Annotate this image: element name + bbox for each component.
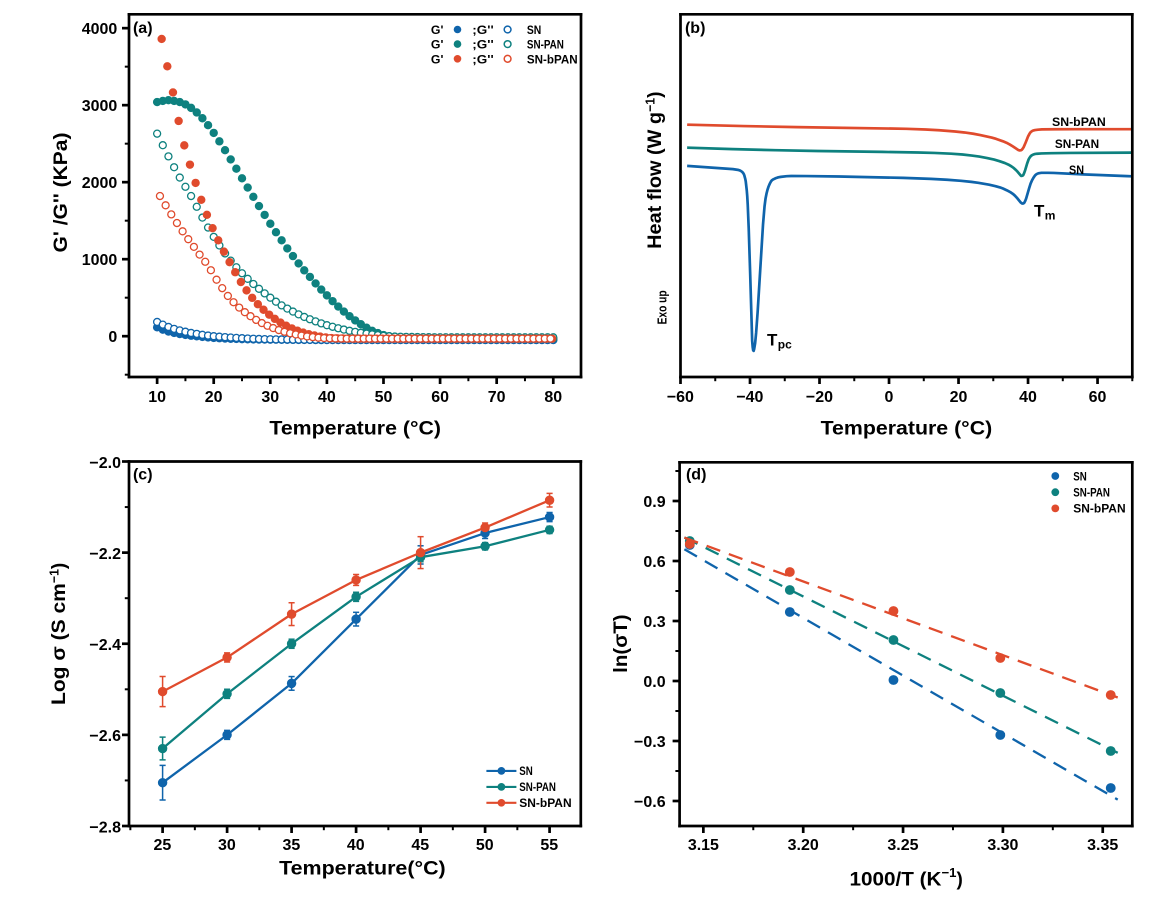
- svg-text:G': G': [431, 38, 444, 52]
- svg-text:0.9: 0.9: [643, 494, 665, 511]
- svg-text:G' /G'' (KPa): G' /G'' (KPa): [51, 133, 72, 253]
- svg-text:SN-PAN: SN-PAN: [527, 38, 564, 52]
- svg-text:10: 10: [148, 389, 166, 406]
- svg-text:0: 0: [108, 329, 117, 346]
- svg-text:−2.2: −2.2: [89, 546, 121, 563]
- svg-text:50: 50: [476, 837, 494, 854]
- svg-text:SN-bPAN: SN-bPAN: [527, 52, 578, 66]
- svg-text:40: 40: [347, 837, 365, 854]
- svg-text:−40: −40: [736, 389, 763, 406]
- svg-text:40: 40: [1019, 389, 1037, 406]
- svg-text:Heat flow (W g−1): Heat flow (W g−1): [643, 92, 667, 249]
- svg-text:G': G': [431, 52, 444, 66]
- svg-text:SN-PAN: SN-PAN: [1055, 137, 1099, 151]
- svg-text:−0.3: −0.3: [634, 734, 666, 751]
- svg-text:4000: 4000: [82, 21, 118, 38]
- svg-text:−2.8: −2.8: [89, 819, 121, 836]
- svg-text:−20: −20: [806, 389, 833, 406]
- svg-text:(b): (b): [685, 20, 705, 37]
- svg-text:−60: −60: [667, 389, 694, 406]
- svg-text:1000/T (K−1): 1000/T (K−1): [850, 865, 963, 891]
- svg-text:45: 45: [411, 837, 429, 854]
- svg-text:2000: 2000: [82, 175, 118, 192]
- svg-text:25: 25: [154, 837, 172, 854]
- svg-text:Exo up: Exo up: [655, 290, 669, 324]
- svg-text:20: 20: [205, 389, 223, 406]
- svg-text:Log σ (S cm−1): Log σ (S cm−1): [46, 563, 69, 705]
- svg-text:50: 50: [375, 389, 393, 406]
- svg-text:35: 35: [283, 837, 301, 854]
- svg-text:m: m: [1045, 209, 1056, 223]
- svg-text:60: 60: [1089, 389, 1107, 406]
- svg-text:0.6: 0.6: [643, 554, 665, 571]
- svg-text:−2.0: −2.0: [89, 455, 121, 472]
- svg-text:0.0: 0.0: [643, 674, 665, 691]
- svg-text:40: 40: [318, 389, 336, 406]
- svg-text:55: 55: [540, 837, 558, 854]
- svg-text:SN: SN: [519, 765, 533, 778]
- svg-text:70: 70: [488, 389, 506, 406]
- svg-text:SN: SN: [527, 23, 542, 37]
- svg-text:(d): (d): [686, 466, 706, 483]
- svg-text:;G'': ;G'': [472, 52, 493, 66]
- svg-text:T: T: [767, 331, 778, 350]
- svg-text:;G'': ;G'': [472, 38, 493, 52]
- svg-text:3.30: 3.30: [987, 837, 1018, 854]
- svg-text:−2.4: −2.4: [89, 637, 121, 654]
- svg-text:60: 60: [431, 389, 449, 406]
- svg-text:Temperature(°C): Temperature(°C): [279, 858, 446, 879]
- svg-text:30: 30: [218, 837, 236, 854]
- svg-text:;G'': ;G'': [472, 23, 493, 37]
- svg-text:T: T: [1034, 202, 1045, 221]
- svg-text:Temperature (°C): Temperature (°C): [269, 419, 441, 440]
- svg-text:SN: SN: [1069, 163, 1084, 177]
- svg-text:SN-bPAN: SN-bPAN: [519, 797, 571, 810]
- svg-text:SN-bPAN: SN-bPAN: [1052, 115, 1106, 129]
- svg-text:Temperature (°C): Temperature (°C): [821, 419, 993, 440]
- svg-text:30: 30: [261, 389, 279, 406]
- svg-text:20: 20: [950, 389, 968, 406]
- svg-text:1000: 1000: [82, 252, 118, 269]
- svg-text:ln(σT): ln(σT): [611, 614, 632, 672]
- svg-text:3.25: 3.25: [887, 837, 918, 854]
- svg-text:3.35: 3.35: [1087, 837, 1118, 854]
- svg-text:3.20: 3.20: [788, 837, 819, 854]
- svg-text:pc: pc: [778, 337, 792, 351]
- svg-text:G': G': [431, 23, 444, 37]
- svg-text:(a): (a): [133, 20, 153, 37]
- svg-text:3000: 3000: [82, 98, 118, 115]
- svg-text:(c): (c): [133, 466, 153, 483]
- svg-text:−2.6: −2.6: [89, 728, 121, 745]
- svg-text:0: 0: [885, 389, 894, 406]
- svg-text:SN-PAN: SN-PAN: [1073, 487, 1110, 500]
- svg-text:80: 80: [544, 389, 562, 406]
- svg-text:SN-bPAN: SN-bPAN: [1073, 503, 1125, 516]
- svg-text:SN-PAN: SN-PAN: [519, 781, 556, 794]
- svg-text:SN: SN: [1073, 470, 1087, 483]
- svg-text:−0.6: −0.6: [634, 794, 666, 811]
- svg-text:3.15: 3.15: [688, 837, 719, 854]
- svg-text:0.3: 0.3: [643, 614, 665, 631]
